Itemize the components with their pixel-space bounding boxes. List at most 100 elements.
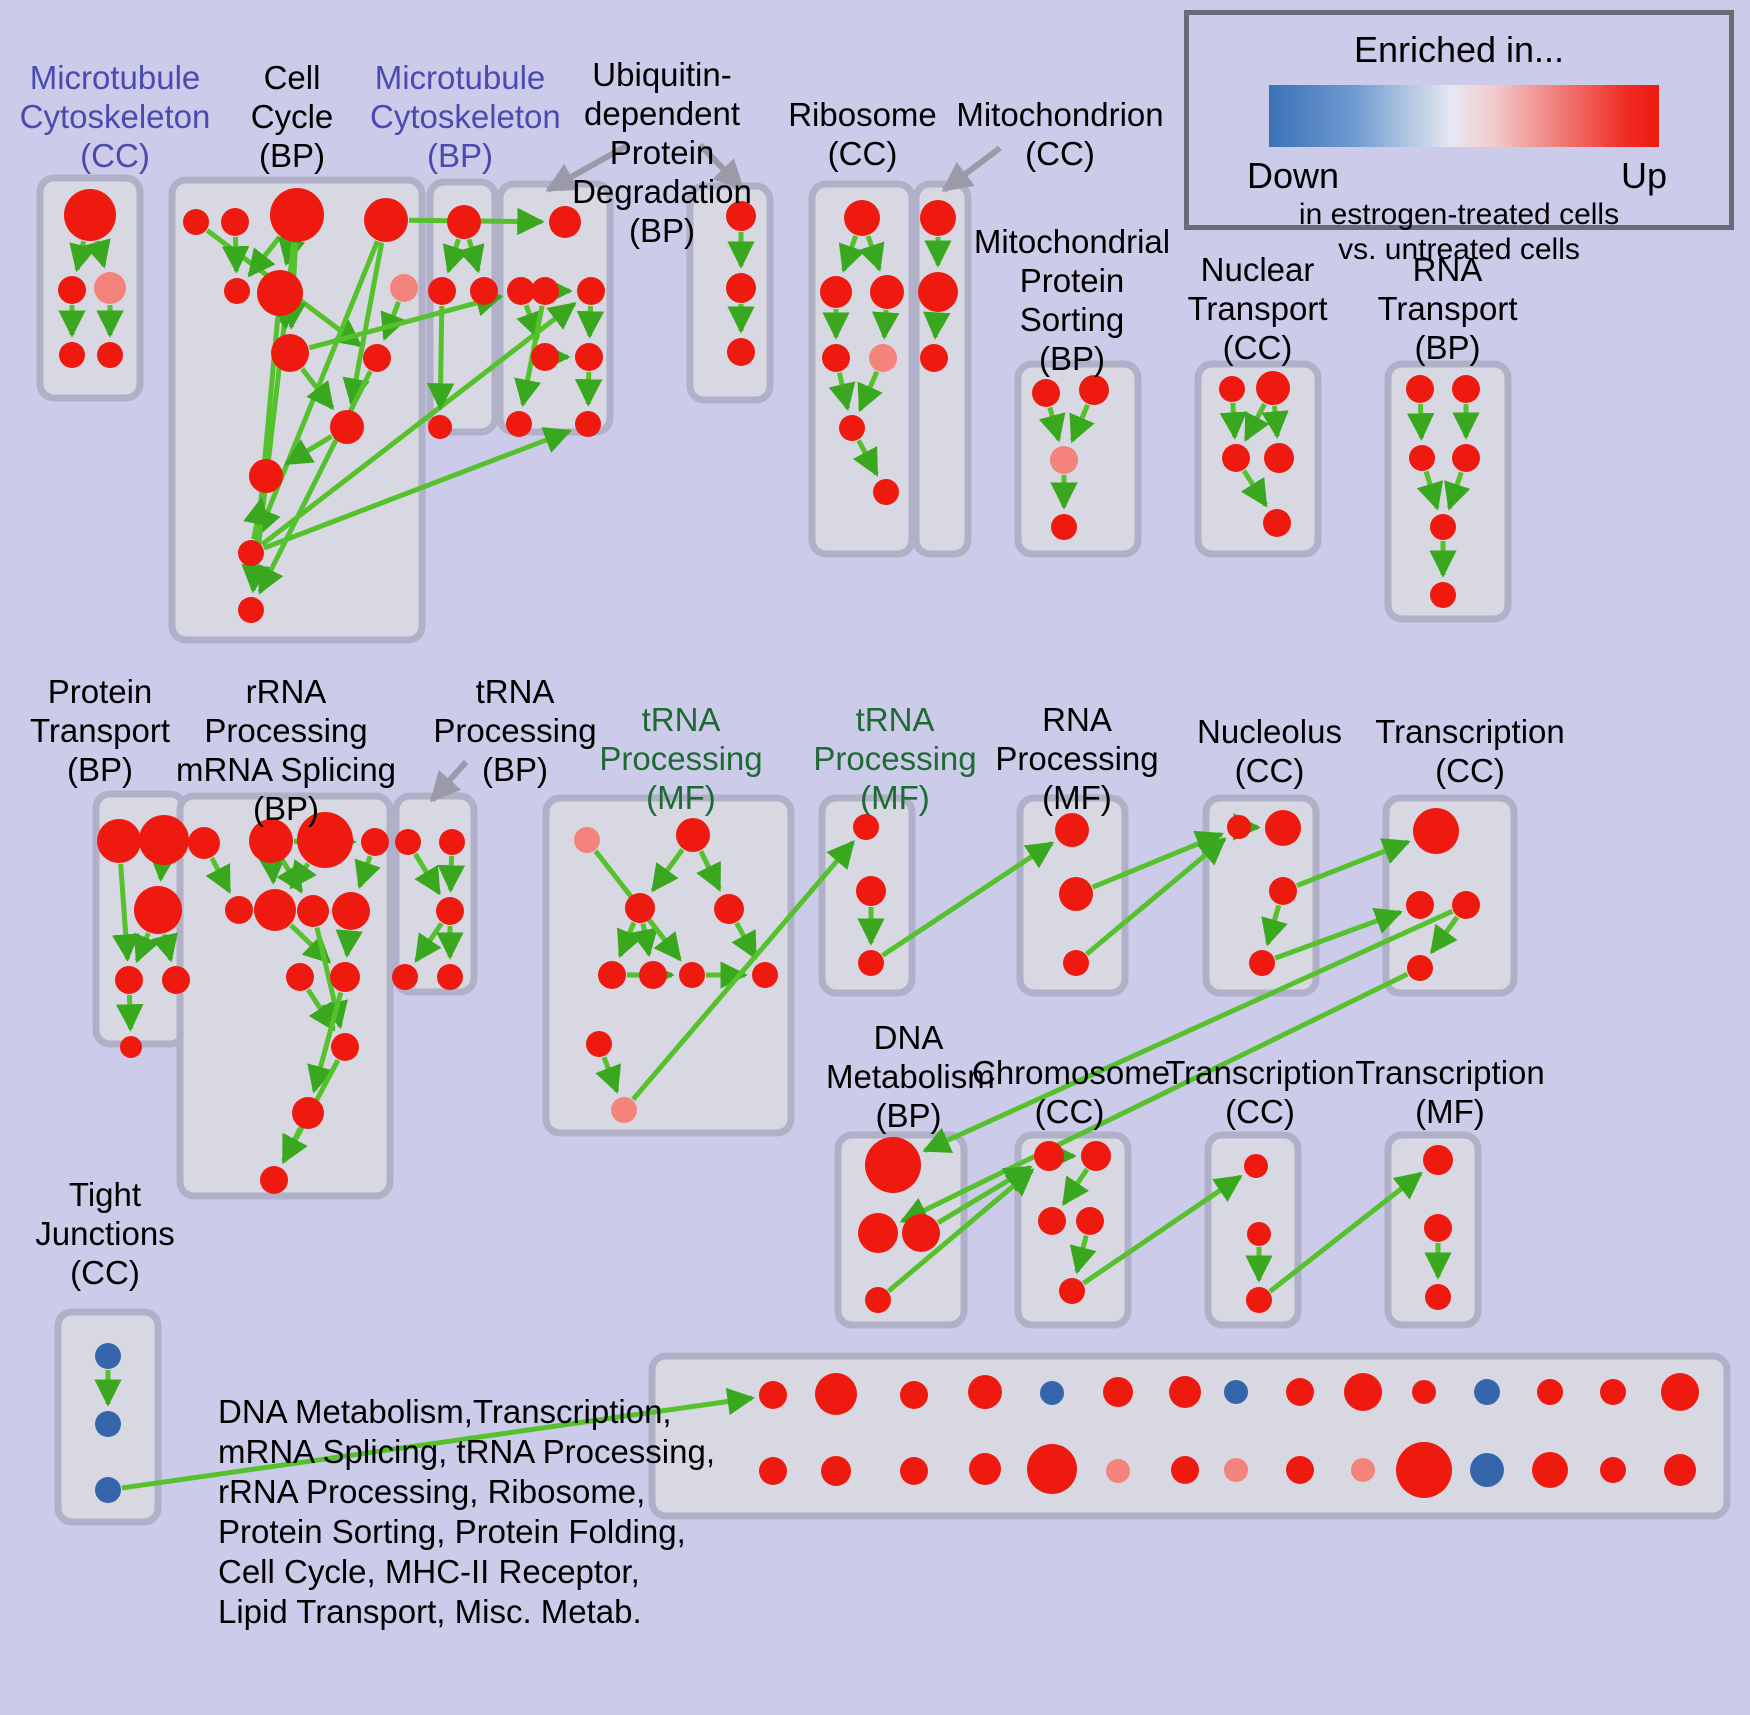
go-term-node[interactable] (1452, 444, 1480, 472)
go-term-node[interactable] (97, 819, 141, 863)
go-term-node[interactable] (1532, 1452, 1568, 1488)
go-term-node[interactable] (95, 1343, 121, 1369)
go-term-node[interactable] (1537, 1379, 1563, 1405)
go-term-node[interactable] (575, 411, 601, 437)
go-term-node[interactable] (1171, 1456, 1199, 1484)
go-term-node[interactable] (531, 343, 559, 371)
go-term-node[interactable] (1222, 444, 1250, 472)
go-term-node[interactable] (58, 276, 86, 304)
go-term-node[interactable] (1661, 1373, 1699, 1411)
go-term-node[interactable] (1664, 1454, 1696, 1486)
go-term-node[interactable] (95, 1411, 121, 1437)
go-term-node[interactable] (238, 597, 264, 623)
go-term-node[interactable] (249, 459, 283, 493)
go-term-node[interactable] (1063, 950, 1089, 976)
go-term-node[interactable] (331, 1033, 359, 1061)
go-term-node[interactable] (752, 962, 778, 988)
go-term-node[interactable] (59, 342, 85, 368)
go-term-node[interactable] (679, 962, 705, 988)
go-term-node[interactable] (1423, 1145, 1453, 1175)
go-term-node[interactable] (224, 278, 250, 304)
go-term-node[interactable] (1406, 891, 1434, 919)
go-term-node[interactable] (759, 1457, 787, 1485)
go-term-node[interactable] (238, 540, 264, 566)
go-term-node[interactable] (134, 886, 182, 934)
go-term-node[interactable] (822, 344, 850, 372)
go-term-node[interactable] (1103, 1377, 1133, 1407)
go-term-node[interactable] (858, 950, 884, 976)
go-term-node[interactable] (225, 896, 253, 924)
go-term-node[interactable] (1413, 808, 1459, 854)
go-term-node[interactable] (364, 198, 408, 242)
go-term-node[interactable] (1224, 1380, 1248, 1404)
go-term-node[interactable] (1050, 446, 1078, 474)
go-term-node[interactable] (1034, 1141, 1064, 1171)
go-term-node[interactable] (611, 1097, 637, 1123)
go-term-node[interactable] (64, 189, 116, 241)
go-term-node[interactable] (858, 1213, 898, 1253)
go-term-node[interactable] (292, 1097, 324, 1129)
go-term-node[interactable] (1264, 443, 1294, 473)
go-term-node[interactable] (470, 277, 498, 305)
go-term-node[interactable] (390, 274, 418, 302)
go-term-node[interactable] (392, 964, 418, 990)
go-term-node[interactable] (115, 966, 143, 994)
go-term-node[interactable] (900, 1457, 928, 1485)
go-term-node[interactable] (598, 961, 626, 989)
go-term-node[interactable] (395, 829, 421, 855)
go-term-node[interactable] (506, 411, 532, 437)
go-term-node[interactable] (726, 201, 756, 231)
go-term-node[interactable] (968, 1375, 1002, 1409)
go-term-node[interactable] (1396, 1442, 1452, 1498)
go-term-node[interactable] (549, 206, 581, 238)
go-term-node[interactable] (437, 964, 463, 990)
go-term-node[interactable] (844, 200, 880, 236)
go-term-node[interactable] (870, 275, 904, 309)
go-term-node[interactable] (1286, 1378, 1314, 1406)
go-term-node[interactable] (1344, 1373, 1382, 1411)
go-term-node[interactable] (1079, 375, 1109, 405)
go-term-node[interactable] (1286, 1456, 1314, 1484)
go-term-node[interactable] (361, 828, 389, 856)
go-term-node[interactable] (1600, 1457, 1626, 1483)
go-term-node[interactable] (1474, 1379, 1500, 1405)
go-term-node[interactable] (297, 895, 329, 927)
go-term-node[interactable] (1227, 815, 1251, 839)
go-term-node[interactable] (574, 827, 600, 853)
go-term-node[interactable] (969, 1453, 1001, 1485)
go-term-node[interactable] (856, 876, 886, 906)
go-term-node[interactable] (1247, 1222, 1271, 1246)
go-term-node[interactable] (1246, 1287, 1272, 1313)
go-term-node[interactable] (249, 819, 293, 863)
go-term-node[interactable] (254, 889, 296, 931)
go-term-node[interactable] (1406, 375, 1434, 403)
go-term-node[interactable] (869, 344, 897, 372)
go-term-node[interactable] (1040, 1381, 1064, 1405)
go-term-node[interactable] (676, 818, 710, 852)
go-term-node[interactable] (1224, 1458, 1248, 1482)
go-term-node[interactable] (439, 829, 465, 855)
go-term-node[interactable] (330, 962, 360, 992)
go-term-node[interactable] (1032, 379, 1060, 407)
go-term-node[interactable] (1051, 514, 1077, 540)
go-term-node[interactable] (815, 1373, 857, 1415)
go-term-node[interactable] (1256, 371, 1290, 405)
go-term-node[interactable] (1263, 509, 1291, 537)
go-term-node[interactable] (1081, 1141, 1111, 1171)
go-term-node[interactable] (1407, 955, 1433, 981)
go-term-node[interactable] (120, 1036, 142, 1058)
go-term-node[interactable] (839, 415, 865, 441)
go-term-node[interactable] (1106, 1459, 1130, 1483)
go-term-node[interactable] (428, 277, 456, 305)
go-term-node[interactable] (221, 208, 249, 236)
go-term-node[interactable] (1219, 376, 1245, 402)
go-term-node[interactable] (257, 270, 303, 316)
go-term-node[interactable] (297, 812, 353, 868)
go-term-node[interactable] (183, 209, 209, 235)
go-term-node[interactable] (1027, 1444, 1077, 1494)
go-term-node[interactable] (507, 277, 535, 305)
go-term-node[interactable] (1452, 375, 1480, 403)
go-term-node[interactable] (1430, 582, 1456, 608)
go-term-node[interactable] (902, 1214, 940, 1252)
go-term-node[interactable] (1452, 891, 1480, 919)
